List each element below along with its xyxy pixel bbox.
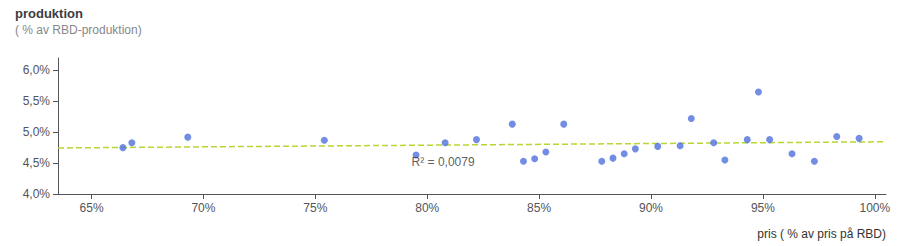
svg-text:6,0%: 6,0% (23, 63, 51, 77)
svg-text:produktion: produktion (15, 6, 83, 21)
svg-text:4,5%: 4,5% (23, 156, 51, 170)
svg-text:65%: 65% (80, 201, 104, 215)
svg-text:( % av RBD-produktion): ( % av RBD-produktion) (15, 23, 142, 37)
svg-text:85%: 85% (527, 201, 551, 215)
svg-text:100%: 100% (859, 201, 890, 215)
svg-text:R² = 0,0079: R² = 0,0079 (412, 155, 475, 169)
svg-text:95%: 95% (751, 201, 775, 215)
svg-text:75%: 75% (303, 201, 327, 215)
svg-text:4,0%: 4,0% (23, 187, 51, 201)
svg-text:5,5%: 5,5% (23, 94, 51, 108)
svg-text:pris ( % av pris på RBD): pris ( % av pris på RBD) (757, 227, 886, 241)
svg-text:90%: 90% (639, 201, 663, 215)
svg-text:5,0%: 5,0% (23, 125, 51, 139)
svg-text:80%: 80% (415, 201, 439, 215)
svg-text:70%: 70% (191, 201, 215, 215)
